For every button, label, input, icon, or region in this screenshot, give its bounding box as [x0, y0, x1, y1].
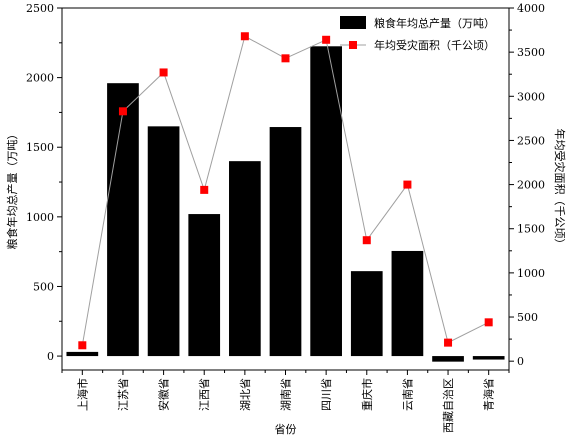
line-point [322, 35, 331, 44]
right-tick-label: 500 [517, 311, 538, 324]
left-y-axis-title: 粮食年均总产量（万吨） [5, 129, 19, 250]
line-point [118, 107, 127, 116]
x-tick-label: 湖北省 [239, 378, 252, 411]
left-tick-label: 1000 [26, 211, 54, 224]
legend-bar-swatch [340, 16, 366, 29]
right-y-axis-title: 年均受灾面积（千公顷） [553, 129, 567, 250]
line-point [484, 318, 493, 327]
bar [188, 214, 221, 357]
bar [269, 127, 302, 357]
x-tick-label: 上海市 [75, 378, 89, 411]
line-point [281, 54, 290, 63]
bar [310, 46, 342, 357]
x-tick-label: 四川省 [320, 378, 333, 411]
line-point [240, 32, 249, 41]
right-tick-label: 2500 [517, 134, 545, 147]
line-point [78, 341, 87, 350]
x-tick-label: 湖南省 [280, 378, 293, 411]
bar [350, 271, 383, 357]
left-tick-label: 1500 [26, 141, 54, 154]
x-tick-label: 云南省 [401, 378, 414, 411]
left-tick-label: 500 [33, 280, 54, 293]
right-tick-label: 3500 [517, 46, 545, 59]
x-tick-label: 重庆市 [360, 378, 374, 411]
legend-marker-swatch [349, 41, 357, 49]
right-tick-label: 1500 [517, 223, 545, 236]
legend-bar-label: 粮食年均总产量（万吨） [374, 16, 495, 30]
x-axis-title: 省份 [275, 423, 297, 436]
right-tick-label: 1000 [517, 267, 545, 280]
bar [107, 83, 139, 357]
line-point [403, 180, 412, 189]
left-tick-label: 0 [47, 350, 54, 363]
line-point [362, 236, 371, 245]
axes: 0 500 1000 1500 2000 2500 0 500 1000 1500 2000 2500… [26, 2, 545, 433]
right-tick-label: 0 [517, 355, 524, 368]
bar [432, 356, 464, 362]
right-tick-label: 3000 [517, 90, 545, 103]
x-tick-label: 安徽省 [157, 378, 171, 411]
bar [472, 356, 505, 360]
bar [66, 351, 99, 357]
x-tick-label: 青海省 [482, 378, 496, 411]
bar [391, 250, 424, 357]
x-tick-label: 西藏自治区 [441, 378, 455, 433]
plot-area [66, 32, 505, 362]
x-tick-label: 江西省 [198, 378, 211, 411]
left-tick-label: 2000 [26, 72, 54, 85]
legend: 粮食年均总产量（万吨） 年均受灾面积（千公顷） [340, 16, 495, 52]
bar [147, 126, 180, 357]
bar [229, 161, 261, 357]
right-tick-label: 4000 [517, 2, 545, 15]
line-point [159, 68, 168, 77]
right-tick-label: 2000 [517, 179, 545, 192]
left-tick-label: 2500 [26, 2, 54, 15]
legend-line-label: 年均受灾面积（千公顷） [374, 38, 495, 52]
line-point [200, 185, 209, 194]
x-tick-label: 江苏省 [117, 378, 130, 411]
line-point [444, 338, 453, 347]
